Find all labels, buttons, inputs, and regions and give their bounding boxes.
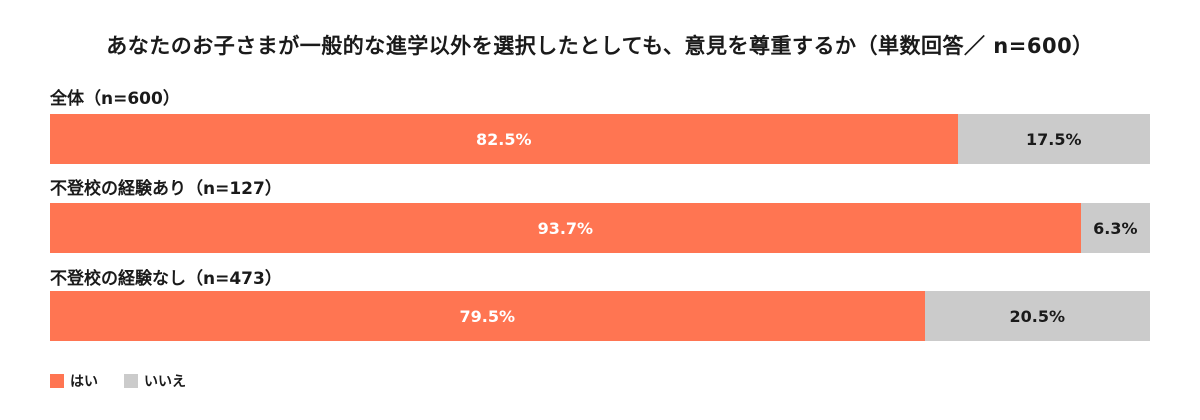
bar-segment-yes: 82.5% <box>50 114 958 164</box>
data-label: 17.5% <box>1025 129 1082 149</box>
bar-row: 79.5% 20.5% <box>50 291 1150 341</box>
legend-swatch-yes <box>50 374 64 388</box>
bar-segment-yes: 93.7% <box>50 203 1081 253</box>
legend-label-no: いいえ <box>144 374 186 390</box>
legend-swatch-no <box>124 374 138 388</box>
legend-item-no: いいえ <box>124 371 186 391</box>
bar-row: 82.5% 17.5% <box>50 114 1150 164</box>
bar-segment-no: 20.5% <box>924 291 1150 341</box>
data-label: 20.5% <box>1009 306 1065 326</box>
bar-segment-no: 6.3% <box>1080 203 1150 253</box>
legend-item-yes: はい <box>50 371 98 391</box>
category-label: 不登校の経験なし（n=473） <box>50 269 282 289</box>
bar-segment-yes: 79.5% <box>50 291 925 341</box>
bar-row: 93.7% 6.3% <box>50 203 1150 253</box>
legend: はい いいえ <box>50 371 212 391</box>
category-label: 全体（n=600） <box>50 89 180 109</box>
data-label: 79.5% <box>459 306 515 326</box>
chart-title: あなたのお子さまが一般的な進学以外を選択したとしても、意見を尊重するか（単数回答… <box>106 34 1094 58</box>
bar-segment-no: 17.5% <box>957 114 1150 164</box>
category-label: 不登校の経験あり（n=127） <box>50 179 282 199</box>
data-label: 93.7% <box>537 218 594 238</box>
data-label: 82.5% <box>475 129 532 149</box>
data-label: 6.3% <box>1093 218 1138 238</box>
legend-label-yes: はい <box>70 374 98 390</box>
